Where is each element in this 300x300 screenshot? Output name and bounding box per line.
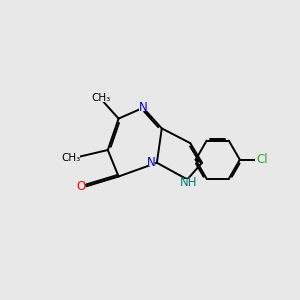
Text: Cl: Cl — [256, 153, 268, 166]
Bar — [63, 154, 80, 161]
Text: O: O — [76, 180, 86, 193]
Text: N: N — [139, 101, 148, 114]
Bar — [77, 183, 85, 190]
Text: CH₃: CH₃ — [62, 153, 81, 163]
Bar — [148, 160, 155, 166]
Bar — [183, 179, 195, 186]
Bar — [93, 95, 109, 102]
Bar — [140, 105, 147, 111]
Text: N: N — [147, 156, 156, 169]
Text: NH: NH — [180, 176, 197, 189]
Text: CH₃: CH₃ — [91, 93, 111, 103]
Bar — [255, 157, 268, 163]
